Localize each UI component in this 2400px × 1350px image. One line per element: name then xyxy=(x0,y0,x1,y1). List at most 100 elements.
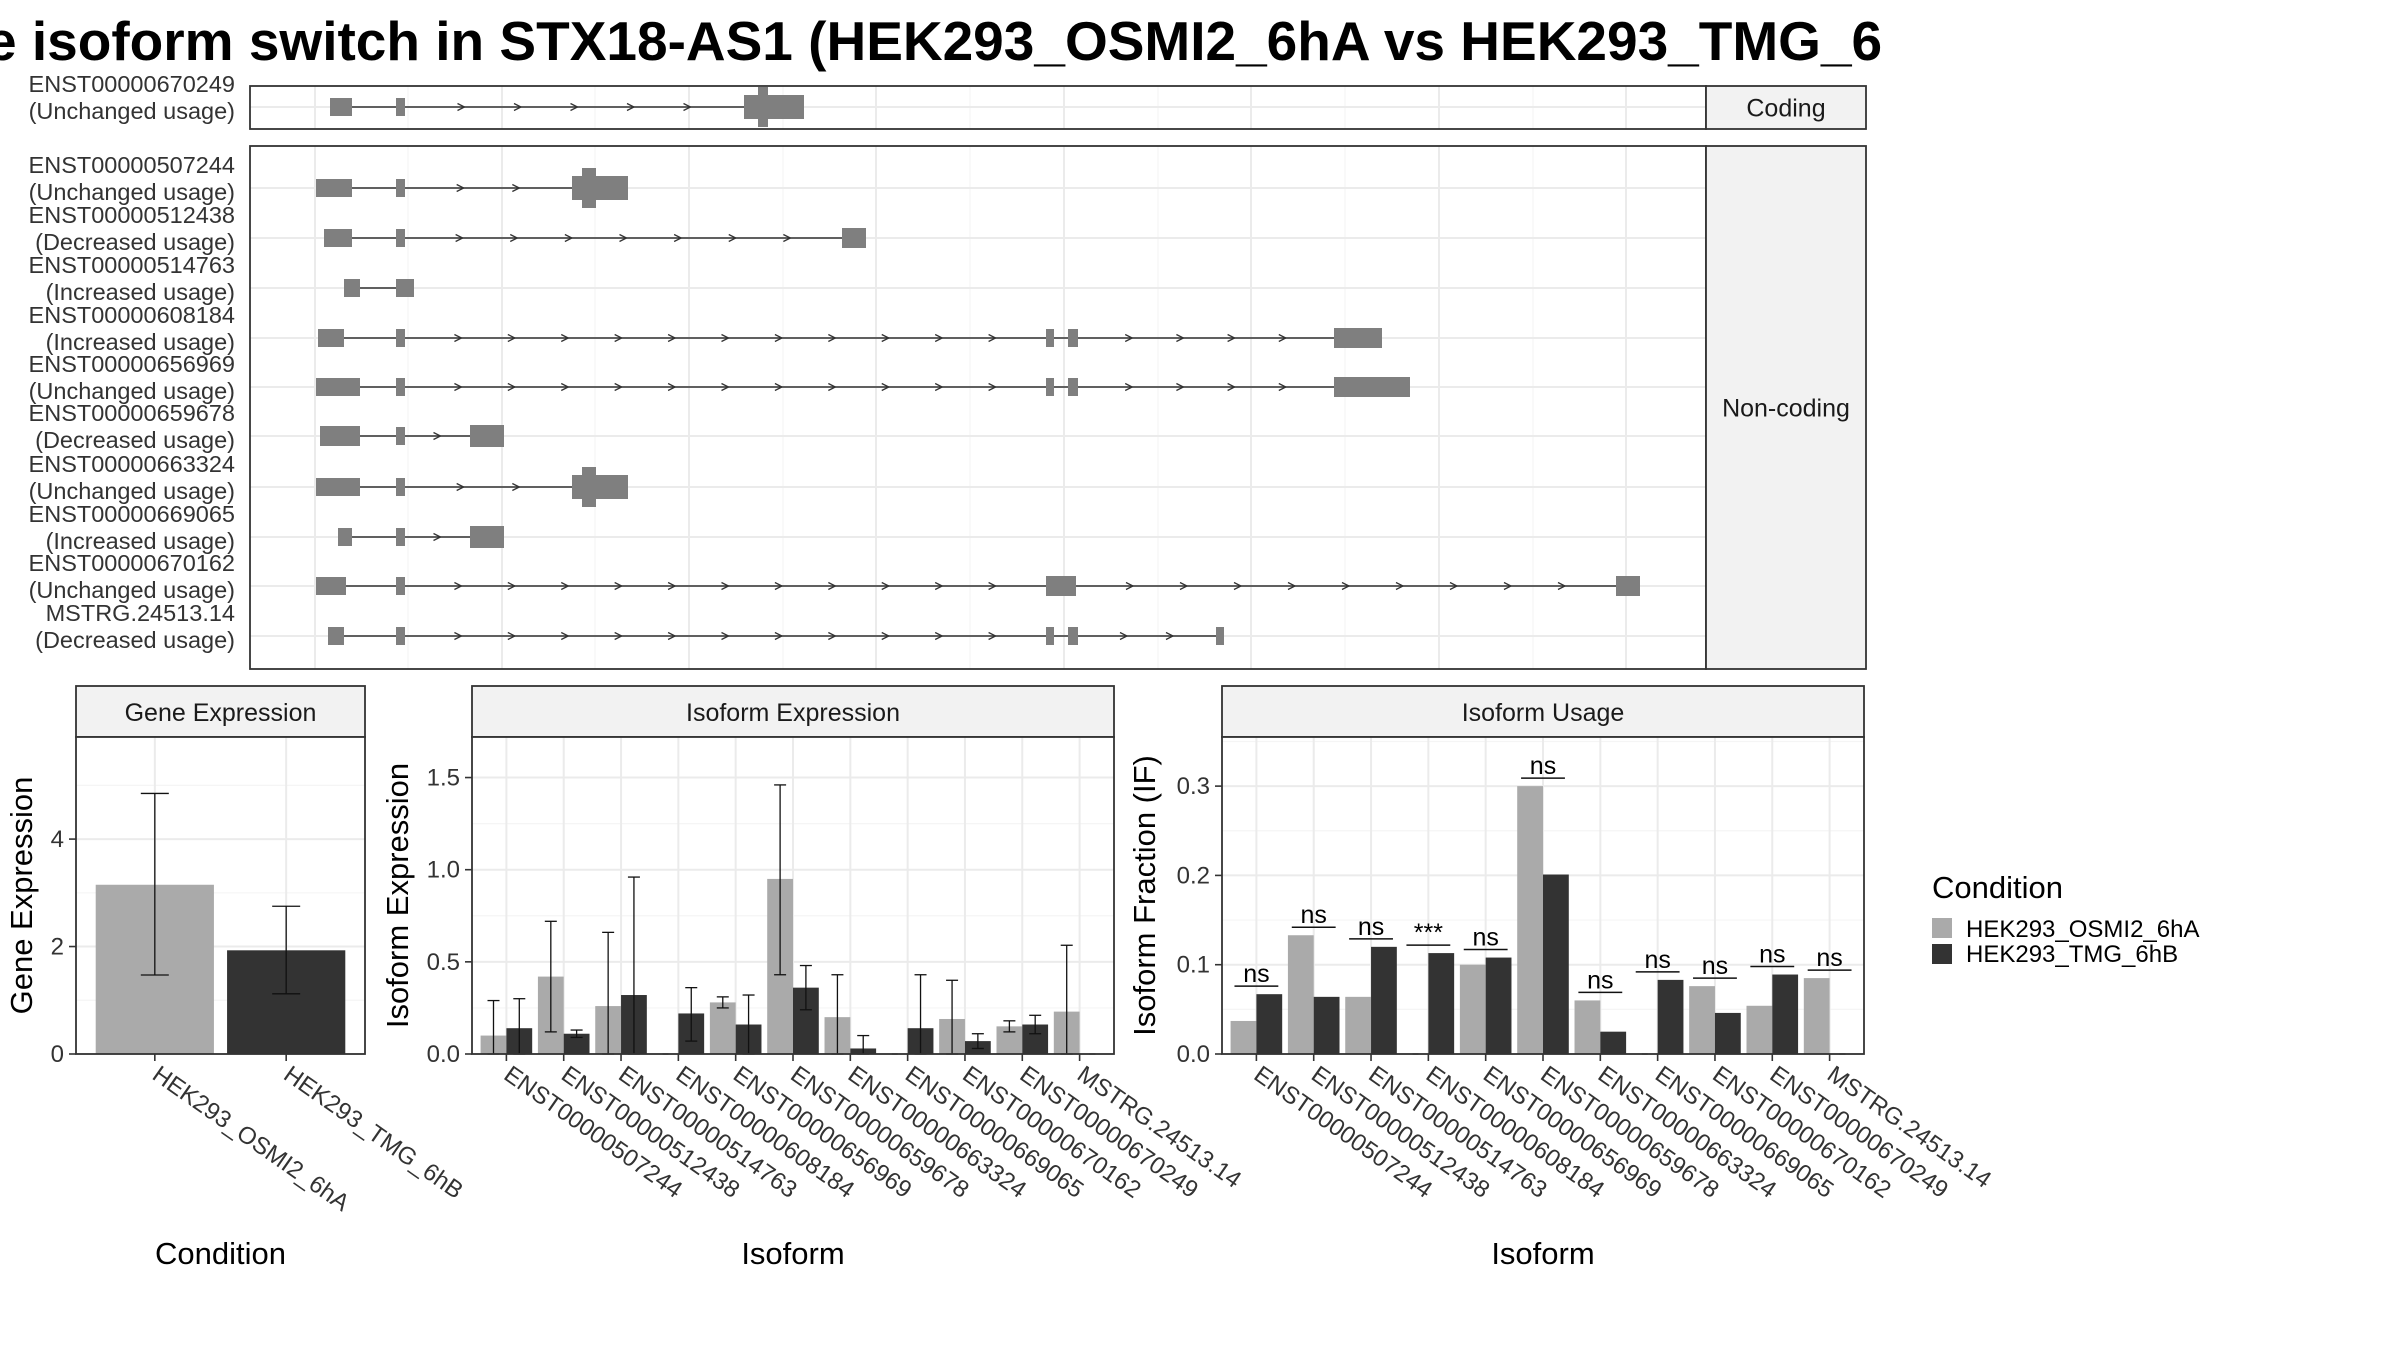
exon-block xyxy=(1046,627,1054,645)
transcript-enst00000659678 xyxy=(320,425,504,447)
legend-title: Condition xyxy=(1932,870,2063,905)
exon-block xyxy=(1046,378,1054,396)
strand-arrow xyxy=(1179,581,1189,591)
strand-arrow xyxy=(507,382,517,392)
strand-arrow xyxy=(988,631,998,641)
exon-block xyxy=(316,478,360,496)
strand-arrow xyxy=(456,482,466,492)
bar-enst00000670249-hek293-tmg-6hb xyxy=(1772,974,1799,1054)
bar-enst00000659678-hek293-tmg-6hb xyxy=(1543,874,1569,1054)
panel-border xyxy=(75,736,366,1055)
exon-block xyxy=(396,577,405,595)
transcript-enst00000514763 xyxy=(344,279,414,297)
bar-enst00000512438-hek293-osmi2-6ha xyxy=(1287,935,1314,1054)
transcript-enst00000669065 xyxy=(338,526,504,548)
noncoding-block-background xyxy=(250,146,1706,669)
bar-enst00000512438-hek293-tmg-6hb xyxy=(563,1033,590,1054)
strand-arrow xyxy=(457,102,466,112)
exon-block xyxy=(1334,328,1382,348)
bar-enst00000659678-hek293-osmi2-6ha xyxy=(1517,786,1543,1054)
exon-block xyxy=(1334,377,1410,397)
exon-block xyxy=(396,478,405,496)
strand-arrow xyxy=(667,581,677,591)
exon-block xyxy=(324,229,352,247)
strand-arrow xyxy=(455,233,465,243)
strand-arrow xyxy=(507,581,517,591)
strand-arrow xyxy=(433,532,442,542)
x-axis-title: Isoform xyxy=(1491,1236,1594,1271)
strand-arrow xyxy=(1124,333,1134,343)
strand-arrow xyxy=(881,631,891,641)
isoform-label-enst00000507244: ENST00000507244 xyxy=(29,152,235,178)
strand-arrow xyxy=(673,233,683,243)
strand-arrow xyxy=(619,233,628,243)
exon-block xyxy=(1046,329,1054,347)
exon-block xyxy=(744,95,804,119)
strand-arrow xyxy=(988,382,998,392)
usage-label-enst00000663324: (Unchanged usage) xyxy=(29,478,235,504)
strand-arrow xyxy=(513,102,523,112)
strand-arrow xyxy=(512,482,521,492)
isoform-label-enst00000670162: ENST00000670162 xyxy=(29,550,235,576)
exon-block xyxy=(320,426,360,446)
isoform-label-mstrg-24513-14: MSTRG.24513.14 xyxy=(46,600,235,626)
bar-enst00000507244-hek293-tmg-6hb xyxy=(1256,994,1283,1054)
transcript-enst00000608184 xyxy=(318,328,1382,348)
usage-label-enst00000656969: (Unchanged usage) xyxy=(29,378,235,404)
strand-arrow xyxy=(721,382,730,392)
strand-arrow xyxy=(934,382,944,392)
exon-block xyxy=(470,425,504,447)
strand-arrow xyxy=(454,631,463,641)
transcript-enst00000670249 xyxy=(330,87,804,127)
usage-label-enst00000659678: (Decreased usage) xyxy=(35,427,235,453)
strand-arrow xyxy=(614,581,624,591)
exon-block xyxy=(842,228,866,248)
isoform-label-enst00000669065: ENST00000669065 xyxy=(29,501,235,527)
strand-arrow xyxy=(1233,581,1243,591)
usage-label-enst00000507244: (Unchanged usage) xyxy=(29,179,235,205)
strand-arrow xyxy=(667,631,677,641)
strand-arrow xyxy=(881,382,891,392)
strand-arrow xyxy=(1395,581,1405,591)
y-tick-label: 0.3 xyxy=(1177,773,1210,800)
strand-arrow xyxy=(721,631,730,641)
isoform-label-enst00000608184: ENST00000608184 xyxy=(29,302,235,328)
exon-block xyxy=(396,528,405,546)
strand-arrow xyxy=(988,333,998,343)
noncoding-block-strip-label: Non-coding xyxy=(1722,395,1850,423)
noncoding-block: ENST00000507244(Unchanged usage)ENST0000… xyxy=(29,145,1867,670)
bar-enst00000608184-hek293-tmg-6hb xyxy=(1428,953,1455,1054)
significance-label-enst00000514763: ns xyxy=(1358,913,1384,941)
exon-block xyxy=(758,87,768,127)
strand-arrow xyxy=(988,581,998,591)
usage-label-enst00000608184: (Increased usage) xyxy=(46,329,235,355)
strand-arrow xyxy=(934,581,944,591)
strand-arrow xyxy=(560,333,570,343)
transcript-enst00000507244 xyxy=(316,168,628,208)
transcript-enst00000663324 xyxy=(316,467,628,507)
figure-title: e isoform switch in STX18-AS1 (HEK293_OS… xyxy=(0,10,1882,72)
strand-arrow xyxy=(1287,581,1297,591)
y-tick-label: 0.2 xyxy=(1177,862,1210,889)
isoform-usage-panel: Isoform Usage ns ns ns *** ns ns ns ns ns ns ns 0.0 0… xyxy=(1127,685,1996,1271)
strand-arrow xyxy=(774,382,784,392)
strand-arrow xyxy=(1165,631,1175,641)
strand-arrow xyxy=(454,382,463,392)
exon-block xyxy=(396,427,405,445)
y-tick-label: 2 xyxy=(51,934,64,961)
isoform-label-enst00000512438: ENST00000512438 xyxy=(29,202,235,228)
exon-block xyxy=(396,329,405,347)
strand-arrow xyxy=(774,581,784,591)
strand-arrow xyxy=(728,233,738,243)
strand-arrow xyxy=(1449,581,1459,591)
legend-label-tmg: HEK293_TMG_6hB xyxy=(1966,941,2178,968)
significance-label-enst00000512438: ns xyxy=(1301,901,1327,929)
exon-block xyxy=(396,279,414,297)
y-axis-title: Isoform Expression xyxy=(380,763,415,1028)
significance-label-enst00000669065: ns xyxy=(1644,946,1670,974)
strand-arrow xyxy=(507,631,517,641)
significance-label-enst00000663324: ns xyxy=(1587,966,1613,994)
x-axis-title: Condition xyxy=(155,1236,286,1271)
strand-arrow xyxy=(934,631,944,641)
strand-arrow xyxy=(828,581,837,591)
